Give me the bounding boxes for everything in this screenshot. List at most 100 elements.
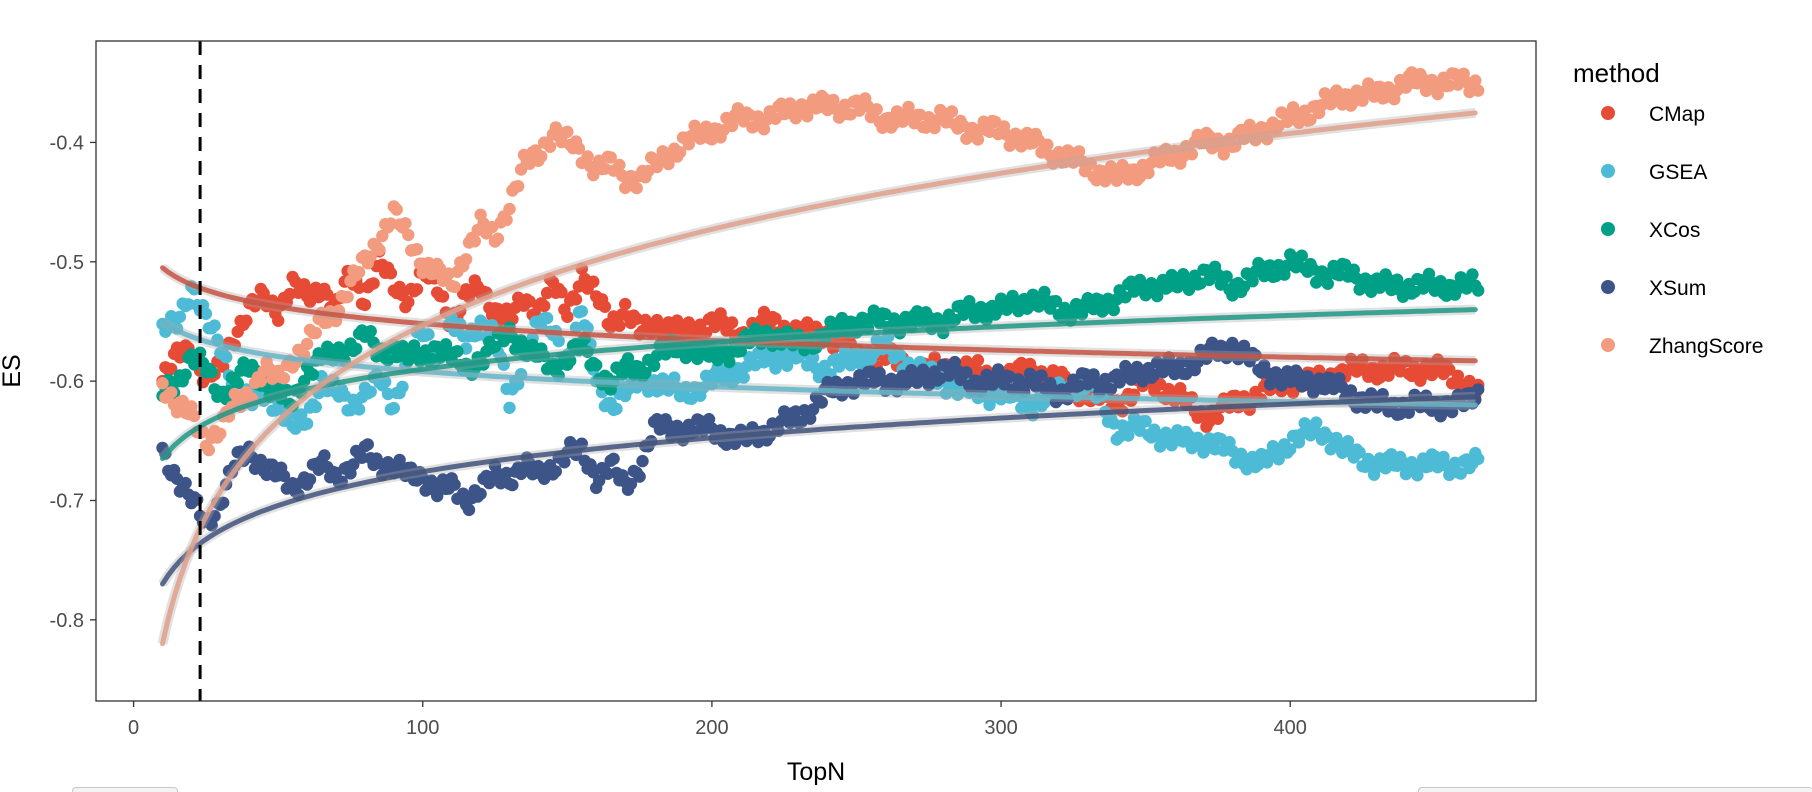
data-point <box>668 371 681 384</box>
data-point <box>384 267 398 280</box>
data-point <box>1211 412 1225 425</box>
data-point <box>870 103 883 116</box>
data-point <box>503 401 516 414</box>
data-point <box>1472 284 1485 297</box>
data-point <box>604 151 617 164</box>
data-point <box>373 243 386 256</box>
data-point <box>647 359 661 372</box>
data-point <box>341 290 354 304</box>
data-point <box>367 336 380 349</box>
data-point <box>474 487 487 501</box>
data-point <box>945 105 959 118</box>
data-point <box>725 316 739 329</box>
y-tick-label: -0.8 <box>50 610 84 632</box>
data-point <box>650 413 664 426</box>
x-tick-label: 300 <box>984 717 1017 739</box>
data-point <box>1041 138 1054 151</box>
data-point <box>783 416 797 430</box>
data-point <box>902 100 915 114</box>
data-point <box>254 375 267 388</box>
data-point <box>775 97 788 110</box>
data-point <box>806 403 820 416</box>
fit-line-zhangscore <box>160 110 1478 647</box>
data-point <box>367 277 380 290</box>
bottom-left-tab-edge[interactable] <box>72 787 178 792</box>
data-point <box>971 133 985 146</box>
x-tick-label: 100 <box>406 717 439 739</box>
data-point <box>1072 145 1086 158</box>
x-axis-title: TopN <box>787 758 845 786</box>
data-point <box>202 443 215 457</box>
data-point <box>734 344 747 358</box>
data-point <box>205 365 218 379</box>
data-point <box>769 312 782 325</box>
data-point <box>757 123 771 136</box>
data-point <box>300 337 314 351</box>
data-point <box>725 119 739 133</box>
data-point <box>165 362 178 376</box>
data-point <box>350 342 363 355</box>
data-point <box>459 253 473 266</box>
data-point <box>971 354 985 367</box>
data-point <box>633 470 646 483</box>
data-point <box>806 351 820 364</box>
data-point <box>673 146 687 159</box>
data-point <box>1341 435 1355 448</box>
bottom-right-tab-edge[interactable] <box>1418 787 1812 792</box>
data-point <box>581 321 594 335</box>
data-point <box>737 371 750 384</box>
data-point <box>318 449 331 462</box>
data-point <box>1469 74 1482 87</box>
data-point <box>1237 339 1251 352</box>
data-point <box>1318 383 1332 396</box>
data-point <box>387 401 400 415</box>
data-point <box>491 302 505 316</box>
data-point <box>179 368 192 381</box>
fit-line-cmap <box>160 265 1478 364</box>
data-point <box>451 345 464 358</box>
data-point <box>642 385 655 398</box>
data-point <box>1310 416 1323 429</box>
data-point <box>1356 94 1369 107</box>
data-point <box>379 375 392 388</box>
data-point <box>699 326 713 339</box>
data-point <box>309 400 322 414</box>
data-point <box>208 319 221 332</box>
data-point <box>503 202 516 216</box>
data-point <box>624 169 638 183</box>
data-point <box>1304 113 1317 126</box>
data-point <box>587 275 600 288</box>
data-point <box>561 125 574 138</box>
data-point <box>1046 383 1060 396</box>
data-point <box>364 325 377 338</box>
data-point <box>639 366 652 379</box>
plot-panel-border <box>95 40 1537 702</box>
data-point <box>723 355 736 369</box>
data-point <box>1122 429 1135 442</box>
data-point <box>1344 384 1358 397</box>
data-point <box>1104 383 1118 396</box>
legend-label-xsum: XSum <box>1649 277 1706 300</box>
data-point <box>543 140 557 153</box>
x-tick-label: 400 <box>1274 717 1307 739</box>
data-point <box>506 478 519 492</box>
data-point <box>1443 363 1456 376</box>
data-point <box>549 465 562 478</box>
data-point <box>240 314 253 327</box>
legend-key-xcos <box>1601 222 1615 236</box>
data-point <box>1445 405 1459 419</box>
data-point <box>1142 166 1155 180</box>
data-point <box>361 438 374 451</box>
data-point <box>1286 386 1300 399</box>
data-point <box>1272 453 1285 466</box>
data-point <box>1263 259 1277 272</box>
y-axis-title: ES <box>0 354 26 387</box>
data-point <box>540 311 554 325</box>
data-point <box>407 339 421 352</box>
data-point <box>352 403 366 416</box>
data-point <box>1472 452 1485 466</box>
data-point <box>306 368 320 381</box>
data-point <box>619 297 632 311</box>
data-point <box>1353 446 1366 459</box>
